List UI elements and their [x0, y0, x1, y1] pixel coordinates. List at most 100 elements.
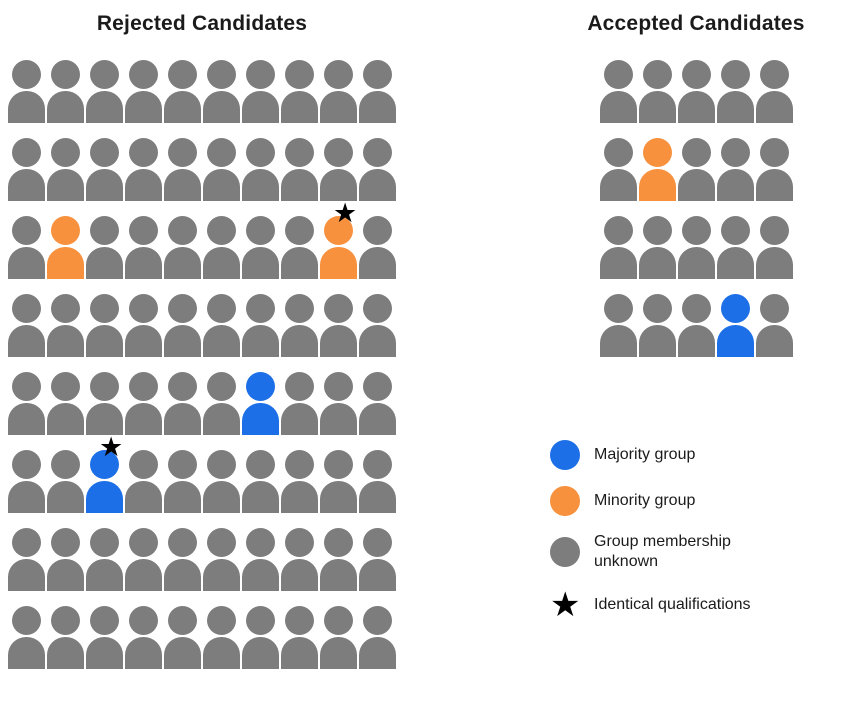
person-head — [642, 216, 672, 245]
person-icon-unknown — [86, 60, 123, 123]
person-head — [603, 294, 633, 323]
person-head — [129, 450, 158, 479]
person-icon-unknown — [164, 450, 201, 513]
person-body — [320, 247, 357, 279]
person-head — [603, 60, 633, 89]
legend: Majority group Minority group Group member… — [550, 440, 751, 622]
person-head — [720, 216, 750, 245]
person-head — [168, 216, 197, 245]
person-body — [677, 325, 715, 357]
person-head — [90, 606, 119, 635]
person-head — [207, 216, 236, 245]
person-icon-unknown — [755, 216, 793, 279]
person-body — [8, 325, 45, 357]
accepted-candidates-panel: Accepted Candidates — [572, 12, 820, 357]
person-icon-unknown — [281, 528, 318, 591]
person-body — [8, 559, 45, 591]
person-icon-unknown — [638, 60, 676, 123]
person-icon-unknown — [203, 606, 240, 669]
person-icon-unknown — [320, 450, 357, 513]
person-icon-unknown — [242, 60, 279, 123]
person-head — [12, 216, 41, 245]
person-head — [168, 528, 197, 557]
person-body — [86, 169, 123, 201]
person-head — [363, 606, 392, 635]
person-head — [324, 294, 353, 323]
person-icon-unknown — [86, 294, 123, 357]
person-head — [324, 372, 353, 401]
person-head — [285, 60, 314, 89]
majority-group-circle-icon — [550, 440, 580, 470]
person-head — [129, 372, 158, 401]
person-body — [359, 169, 396, 201]
person-head — [285, 138, 314, 167]
person-head — [168, 606, 197, 635]
identical-qualifications-star-icon: ★ — [333, 198, 358, 228]
person-head — [129, 60, 158, 89]
person-body — [638, 169, 676, 201]
person-icon-majority — [242, 372, 279, 435]
person-head — [603, 216, 633, 245]
rejected-candidates-panel: Rejected Candidates ★ ★ — [8, 12, 396, 669]
person-head — [168, 138, 197, 167]
person-icon-unknown — [677, 60, 715, 123]
person-head — [51, 216, 80, 245]
legend-item: Group membership unknown — [550, 532, 751, 572]
person-icon-unknown — [164, 606, 201, 669]
person-icon-unknown — [164, 138, 201, 201]
person-icon-unknown — [359, 372, 396, 435]
person-icon-unknown — [8, 60, 45, 123]
person-body — [320, 325, 357, 357]
person-icon-unknown — [86, 528, 123, 591]
person-icon-unknown — [47, 606, 84, 669]
person-head — [720, 138, 750, 167]
person-icon-unknown — [359, 216, 396, 279]
person-body — [281, 91, 318, 123]
person-head — [51, 372, 80, 401]
person-body — [86, 403, 123, 435]
person-icon-unknown — [47, 294, 84, 357]
person-head — [324, 60, 353, 89]
person-body — [242, 403, 279, 435]
person-body — [320, 91, 357, 123]
person-body — [125, 637, 162, 669]
minority-group-circle-icon — [550, 486, 580, 516]
person-head — [324, 450, 353, 479]
person-body — [281, 559, 318, 591]
person-icon-unknown — [47, 450, 84, 513]
rejected-candidates-grid: ★ ★ — [8, 60, 396, 669]
person-body — [125, 403, 162, 435]
person-icon-unknown — [320, 372, 357, 435]
person-icon-unknown — [203, 216, 240, 279]
person-body — [203, 637, 240, 669]
person-body — [164, 91, 201, 123]
person-body — [125, 91, 162, 123]
person-icon-unknown — [638, 294, 676, 357]
person-head — [681, 60, 711, 89]
person-body — [125, 247, 162, 279]
person-head — [12, 60, 41, 89]
person-head — [129, 216, 158, 245]
person-body — [242, 325, 279, 357]
person-head — [681, 216, 711, 245]
person-icon-unknown — [242, 528, 279, 591]
person-body — [242, 247, 279, 279]
person-body — [203, 169, 240, 201]
person-icon-unknown — [8, 450, 45, 513]
person-head — [246, 138, 275, 167]
person-body — [281, 637, 318, 669]
person-body — [599, 169, 637, 201]
accepted-candidates-grid — [572, 60, 820, 357]
person-icon-unknown — [755, 60, 793, 123]
person-body — [599, 91, 637, 123]
person-icon-unknown — [599, 216, 637, 279]
person-head — [129, 138, 158, 167]
person-head — [168, 60, 197, 89]
person-body — [47, 637, 84, 669]
person-head — [90, 216, 119, 245]
person-head — [759, 216, 789, 245]
person-icon-unknown — [320, 60, 357, 123]
person-icon-unknown — [716, 60, 754, 123]
person-body — [47, 169, 84, 201]
